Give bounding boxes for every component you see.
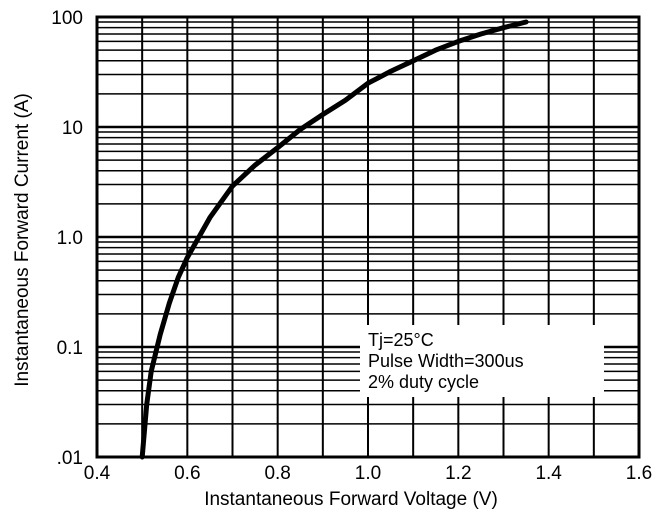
x-tick-label: 0.6: [174, 463, 200, 484]
x-tick-label: 1.2: [445, 463, 471, 484]
y-tick-label: 0.1: [57, 338, 83, 359]
y-tick-label: 1.0: [57, 228, 83, 249]
y-tick-labels: .01 0.1 1.0 10 100: [51, 8, 83, 469]
plot-frame: [95, 15, 641, 459]
x-tick-label: 1.6: [626, 463, 652, 484]
y-tick-label: 10: [62, 118, 83, 139]
x-tick-labels: 0.4 0.6 0.8 1.0 1.2 1.4 1.6: [84, 463, 652, 484]
annotation-line-duty: 2% duty cycle: [368, 372, 479, 392]
plot-border: [95, 15, 641, 459]
x-axis-label: Instantaneous Forward Voltage (V): [204, 489, 498, 510]
y-axis-label: Instantaneous Forward Current (A): [12, 93, 33, 387]
x-tick-label: 0.4: [84, 463, 111, 484]
annotation-line-pulse: Pulse Width=300us: [368, 351, 524, 371]
x-tick-label: 1.4: [535, 463, 562, 484]
x-tick-label: 1.0: [355, 463, 381, 484]
series-line: [139, 19, 529, 460]
annotation-box: [360, 325, 604, 397]
annotation-line-temp: Tj=25°C: [368, 330, 434, 350]
x-tick-label: 0.8: [264, 463, 290, 484]
y-tick-label: 100: [51, 8, 83, 29]
y-tick-label: .01: [57, 448, 83, 469]
